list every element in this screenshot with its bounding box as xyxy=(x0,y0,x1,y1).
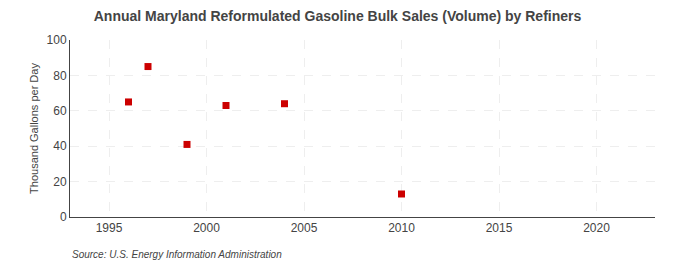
svg-text:0: 0 xyxy=(60,210,67,224)
svg-text:80: 80 xyxy=(53,69,67,83)
svg-text:Source: U.S. Energy Informatio: Source: U.S. Energy Information Administ… xyxy=(72,249,282,260)
svg-text:2010: 2010 xyxy=(388,221,415,235)
svg-text:2015: 2015 xyxy=(486,221,513,235)
svg-text:2020: 2020 xyxy=(583,221,610,235)
svg-text:2000: 2000 xyxy=(193,221,220,235)
svg-text:20: 20 xyxy=(53,175,67,189)
svg-text:Annual Maryland Reformulated G: Annual Maryland Reformulated Gasoline Bu… xyxy=(94,8,582,24)
svg-text:100: 100 xyxy=(47,33,67,47)
svg-text:1995: 1995 xyxy=(96,221,123,235)
svg-text:2005: 2005 xyxy=(291,221,318,235)
svg-text:40: 40 xyxy=(53,139,67,153)
svg-text:Thousand Gallons per Day: Thousand Gallons per Day xyxy=(28,63,40,194)
svg-text:60: 60 xyxy=(53,104,67,118)
